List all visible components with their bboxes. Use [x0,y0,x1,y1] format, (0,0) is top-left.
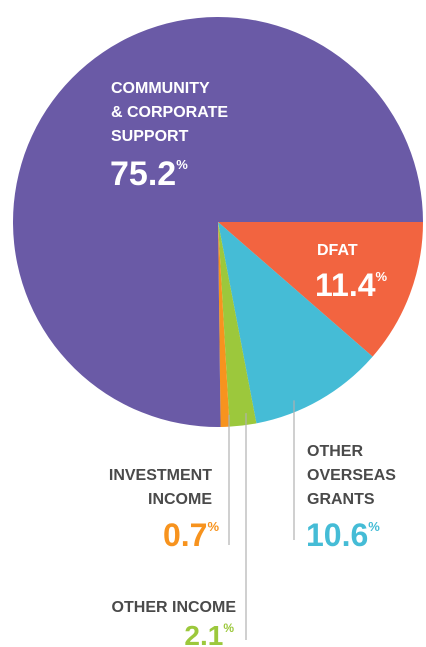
community-value: 75.2% [110,155,188,193]
slice-other-overseas-grants [218,222,373,424]
label-investment-income: INVESTMENT INCOME 0.7% [109,467,220,553]
investment-label-line-2: INCOME [148,491,212,508]
slice-other-income [218,222,257,427]
investment-label-line-1: INVESTMENT [109,467,212,484]
leader-lines [228,400,295,640]
slice-dfat [218,222,423,357]
slice-community-corporate-support [12,16,423,427]
pie-slices [12,16,423,427]
other-income-label: OTHER INCOME [112,599,237,616]
investment-value: 0.7% [163,517,219,553]
other-income-value: 2.1% [184,620,234,647]
community-label-line-3: SUPPORT [111,128,189,145]
label-dfat: DFAT 11.4% [315,242,388,303]
community-label-line-1: COMMUNITY [111,80,210,97]
community-label-line-2: & CORPORATE [111,104,228,121]
label-other-income: OTHER INCOME 2.1% [112,599,237,647]
overseas-label-line-1: OTHER [307,443,363,460]
overseas-label-line-3: GRANTS [307,491,375,508]
overseas-label-line-2: OVERSEAS [307,467,396,484]
dfat-label: DFAT [317,242,358,259]
label-other-overseas-grants: OTHER OVERSEAS GRANTS 10.6% [306,443,396,553]
label-community-corporate-support: COMMUNITY & CORPORATE SUPPORT 75.2% [110,80,228,193]
overseas-value: 10.6% [306,517,380,553]
slice-investment-income [218,222,230,427]
dfat-value: 11.4% [315,267,388,303]
